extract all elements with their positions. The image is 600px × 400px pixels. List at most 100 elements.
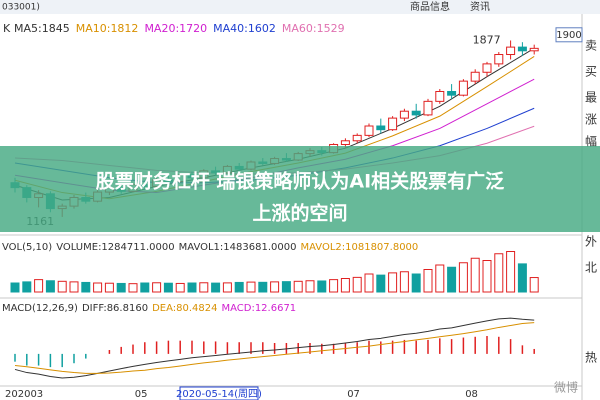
- sidebar-label: 卖: [585, 39, 597, 53]
- watermark: 微博: [554, 380, 578, 395]
- volume-bar: [140, 282, 150, 293]
- candle-body: [340, 140, 350, 145]
- volume-bar: [506, 251, 516, 293]
- vol-legend: VOL(5,10): [2, 242, 52, 253]
- volume-bar: [93, 282, 103, 293]
- macd-line: [14, 317, 535, 379]
- volume-bar: [234, 281, 244, 293]
- candle-body: [458, 80, 468, 96]
- headline-line: 股票财务杠杆 瑞银策略师认为AI相关股票有广泛: [96, 170, 504, 193]
- candle-body: [411, 110, 421, 116]
- volume-bar: [529, 277, 539, 293]
- sidebar-label: 幅: [585, 134, 597, 149]
- sidebar-label: 最: [585, 91, 597, 105]
- sidebar-label: 热: [585, 351, 597, 365]
- ma-legend: MA10:1812: [76, 22, 139, 35]
- volume-bar: [482, 260, 492, 293]
- volume-bar: [81, 281, 91, 293]
- macd-legend: DIFF:86.8160: [82, 303, 148, 314]
- volume-bar: [411, 273, 421, 293]
- volume-bar: [399, 271, 409, 293]
- volume-bar: [317, 280, 327, 293]
- header-tab: 商品信息: [410, 0, 450, 13]
- y-tick-label: 1900: [556, 30, 581, 41]
- volume-bar: [376, 274, 386, 293]
- y-tick-box: [555, 27, 583, 43]
- period-label: K: [3, 22, 11, 35]
- volume-bar: [187, 282, 197, 293]
- vol-legend: VOLUME:1284711.0000: [56, 242, 174, 253]
- volume-bar: [57, 280, 67, 293]
- volume-bar: [305, 280, 315, 293]
- candle-body: [388, 117, 398, 131]
- volume-bar: [340, 278, 350, 293]
- candle-body: [447, 90, 457, 96]
- header-code: 033001): [2, 3, 40, 13]
- volume-bar: [352, 276, 362, 293]
- volume-bar: [329, 279, 339, 293]
- x-tick-label: 08: [465, 389, 478, 400]
- x-tick-label: 2020-05-14(周四): [176, 388, 262, 400]
- sidebar-label: 北: [585, 261, 597, 275]
- candle-body: [399, 110, 409, 119]
- volume-bar: [22, 281, 32, 293]
- volume-bar: [423, 269, 433, 293]
- ma-legend: MA20:1720: [144, 22, 207, 35]
- volume-bar: [45, 280, 55, 293]
- volume-bar: [199, 282, 209, 293]
- candle-body: [529, 47, 539, 52]
- volume-bar: [175, 282, 185, 293]
- macd-legend: DEA:80.4824: [152, 303, 217, 314]
- volume-bar: [435, 264, 445, 293]
- sidebar-label: 买: [585, 65, 597, 79]
- candle-body: [494, 54, 504, 65]
- candle-body: [364, 125, 374, 136]
- volume-bar: [128, 283, 138, 293]
- candle-body: [352, 134, 362, 142]
- top-bar: [0, 0, 600, 14]
- macd-line: [14, 322, 535, 374]
- volume-bar: [246, 281, 256, 293]
- volume-bar: [293, 280, 303, 293]
- candle-body: [435, 90, 445, 102]
- sidebar-label: 涨: [585, 112, 597, 127]
- macd-legend: MACD(12,26,9): [2, 303, 78, 314]
- ma-legend: MA60:1529: [282, 22, 345, 35]
- volume-bar: [258, 281, 268, 293]
- headline-line: 上涨的空间: [252, 202, 347, 225]
- volume-bar: [447, 266, 457, 293]
- macd-legend: MACD:12.6671: [221, 303, 296, 314]
- volume-bar: [494, 253, 504, 293]
- peak-label: 1877: [473, 33, 501, 46]
- volume-bar: [222, 282, 232, 293]
- volume-bar: [281, 281, 291, 293]
- header-tab: 资讯: [470, 1, 490, 13]
- sidebar-label: 外: [585, 235, 597, 249]
- x-tick-label: 202003: [5, 389, 43, 400]
- volume-bar: [152, 282, 162, 293]
- candle-body: [482, 63, 492, 73]
- volume-bar: [34, 279, 44, 293]
- vol-legend: MAVOL2:1081807.8000: [300, 242, 418, 253]
- headline-banner: [0, 146, 600, 232]
- vol-legend: MAVOL1:1483681.0000: [179, 242, 297, 253]
- volume-bar: [388, 272, 398, 293]
- cursor-date-box: [179, 386, 259, 400]
- volume-bar: [104, 282, 114, 293]
- volume-bar: [270, 281, 280, 293]
- volume-bar: [458, 262, 468, 293]
- candle-body: [470, 71, 480, 82]
- x-tick-label: 07: [347, 389, 360, 400]
- volume-bar: [69, 281, 79, 293]
- candle-body: [423, 100, 433, 116]
- candle-body: [506, 46, 516, 56]
- volume-bar: [470, 257, 480, 293]
- candle-body: [517, 46, 527, 52]
- x-tick-label: 05: [135, 389, 148, 400]
- volume-bar: [364, 273, 374, 293]
- volume-bar: [517, 263, 527, 293]
- candle-body: [376, 125, 386, 131]
- ma-legend: MA5:1845: [14, 22, 70, 35]
- ma-legend: MA40:1602: [213, 22, 276, 35]
